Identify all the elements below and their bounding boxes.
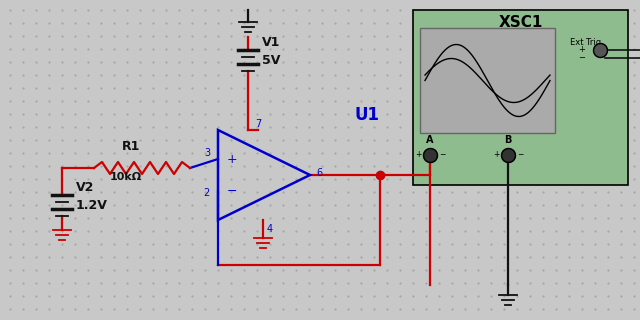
FancyBboxPatch shape — [413, 10, 628, 185]
Text: 2: 2 — [204, 188, 210, 198]
Text: 5V: 5V — [262, 54, 280, 67]
Text: R1: R1 — [122, 140, 140, 153]
FancyBboxPatch shape — [420, 28, 555, 133]
Text: −: − — [439, 150, 445, 159]
Text: 1.2V: 1.2V — [76, 199, 108, 212]
Text: +: + — [493, 150, 499, 159]
Text: Ext Trig: Ext Trig — [570, 38, 601, 47]
Text: U1: U1 — [355, 106, 380, 124]
Text: +: + — [578, 45, 585, 54]
Text: 4: 4 — [267, 224, 273, 234]
Text: −: − — [517, 150, 523, 159]
Text: −: − — [578, 53, 585, 62]
Text: 10kΩ: 10kΩ — [110, 172, 142, 182]
Text: A: A — [426, 135, 434, 145]
Text: −: − — [227, 185, 237, 197]
Text: B: B — [504, 135, 512, 145]
Text: +: + — [415, 150, 421, 159]
Text: 3: 3 — [204, 148, 210, 158]
Text: V1: V1 — [262, 36, 280, 49]
Text: +: + — [227, 153, 237, 165]
Text: 6: 6 — [316, 168, 322, 178]
Text: XSC1: XSC1 — [499, 14, 543, 29]
Text: V2: V2 — [76, 181, 94, 194]
Text: 7: 7 — [255, 119, 261, 129]
